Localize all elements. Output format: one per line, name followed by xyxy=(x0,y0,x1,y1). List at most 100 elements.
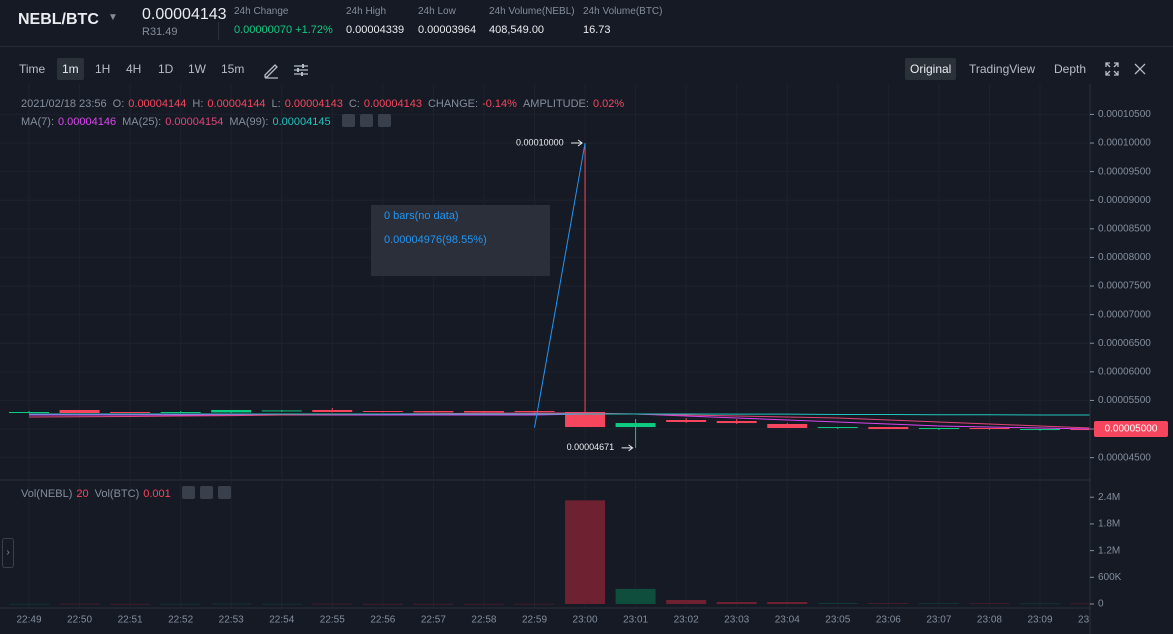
stat-value: 0.00000070 +1.72% xyxy=(234,24,333,36)
volume-bar xyxy=(767,601,808,604)
stat-label: 24h Change xyxy=(234,6,289,17)
volume-bar xyxy=(514,603,555,605)
interval-button[interactable]: 4H xyxy=(126,62,142,76)
legend-label: O: xyxy=(112,98,125,110)
interval-button[interactable]: Time xyxy=(19,62,46,76)
x-tick-label: 22:50 xyxy=(67,615,92,626)
volume-bar xyxy=(160,603,201,605)
fullscreen-icon[interactable] xyxy=(1104,61,1120,77)
y-tick-label: 0.00006000 xyxy=(1098,366,1151,377)
ma-line xyxy=(29,413,1091,416)
y-tick-label: 0.00006500 xyxy=(1098,338,1151,349)
ma-label: MA(99): xyxy=(229,116,269,128)
view-button[interactable]: TradingView xyxy=(969,62,1036,76)
x-tick-label: 23:02 xyxy=(674,615,699,626)
interval-button[interactable]: 1W xyxy=(188,62,206,76)
candle-body xyxy=(463,411,504,413)
symbol-dropdown[interactable]: ▼ xyxy=(108,12,118,23)
candle-body xyxy=(261,410,302,412)
stat-value: 0.00003964 xyxy=(418,24,477,36)
volume-bar xyxy=(9,603,49,605)
x-tick-label: 22:52 xyxy=(168,615,193,626)
volume-bar xyxy=(362,603,403,605)
side-toggle[interactable]: › xyxy=(2,538,14,568)
volume-bar xyxy=(463,603,504,605)
annotation-arrow xyxy=(571,139,583,147)
interval-button[interactable]: 15m xyxy=(221,62,245,76)
legend-label: CHANGE: xyxy=(427,98,479,110)
candle-body xyxy=(110,411,151,413)
ma-line xyxy=(29,413,1091,430)
candle-body xyxy=(666,419,707,422)
view-button[interactable]: Original xyxy=(905,58,957,80)
x-tick-label: 22:54 xyxy=(269,615,294,626)
volume-bar xyxy=(59,603,100,605)
candle-body xyxy=(59,409,100,414)
legend-value: 0.00004143 xyxy=(284,98,343,110)
candle-body xyxy=(312,409,353,412)
view-button[interactable]: Depth xyxy=(1054,62,1087,76)
legend-label: AMPLITUDE: xyxy=(522,98,589,110)
x-tick-label: 23:07 xyxy=(926,615,951,626)
candle-body xyxy=(565,411,606,428)
candle-body xyxy=(817,427,858,429)
volume-bar xyxy=(413,603,454,605)
x-tick-label: 22:58 xyxy=(471,615,496,626)
last-price: 0.00004143 xyxy=(142,6,227,23)
ma-remove[interactable] xyxy=(377,114,391,128)
x-tick-label: 23:00 xyxy=(573,615,598,626)
legend-value: 0.00004143 xyxy=(363,98,422,110)
stat-label: 24h Volume(BTC) xyxy=(583,6,663,17)
candle-body xyxy=(767,424,808,429)
candle-body xyxy=(1020,429,1060,431)
candle-body xyxy=(868,427,909,430)
y-tick-label: 0.00010000 xyxy=(1098,138,1151,149)
candle-body xyxy=(969,428,1010,430)
header: NEBL/BTC ▼ 0.00004143 R31.49 24h Change 0… xyxy=(0,0,1173,47)
y-tick-label: 1.2M xyxy=(1098,545,1120,556)
volume-value: 0.001 xyxy=(143,488,171,500)
x-tick-label: 23:04 xyxy=(775,615,800,626)
measure-box xyxy=(371,205,550,276)
annotation-label: 0.00004671 xyxy=(567,442,615,452)
volume-settings[interactable] xyxy=(199,486,213,500)
volume-label: Vol(BTC) xyxy=(94,488,140,500)
draw-icon[interactable] xyxy=(262,61,280,79)
candle-body xyxy=(9,411,49,414)
x-tick-label: 23:05 xyxy=(825,615,850,626)
y-tick-label: 0.00007000 xyxy=(1098,309,1151,320)
divider xyxy=(218,22,219,40)
stat-label: 24h Low xyxy=(418,6,456,17)
ma-visibility[interactable] xyxy=(341,114,355,128)
volume-remove[interactable] xyxy=(217,486,231,500)
y-tick-label: 0.00010500 xyxy=(1098,109,1151,120)
interval-button[interactable]: 1m xyxy=(57,58,84,80)
symbol[interactable]: NEBL/BTC xyxy=(18,11,99,28)
y-tick-label: 0.00008000 xyxy=(1098,252,1151,263)
x-tick-label: 22:55 xyxy=(320,615,345,626)
y-tick-label: 0 xyxy=(1098,599,1104,610)
candle-body xyxy=(211,409,252,413)
interval-button[interactable]: 1D xyxy=(158,62,174,76)
volume-bar xyxy=(868,603,909,604)
ma-settings[interactable] xyxy=(359,114,373,128)
candle-body xyxy=(615,423,656,428)
volume-bar xyxy=(211,603,252,605)
ma-value: 0.00004146 xyxy=(58,116,117,128)
y-tick-label: 0.00004500 xyxy=(1098,452,1151,463)
volume-bar xyxy=(1020,603,1060,605)
volume-visibility[interactable] xyxy=(181,486,195,500)
price-sub: R31.49 xyxy=(142,26,178,38)
y-tick-label: 2.4M xyxy=(1098,492,1120,503)
interval-button[interactable]: 1H xyxy=(95,62,111,76)
legend-label: C: xyxy=(348,98,360,110)
legend-value: 0.00004144 xyxy=(128,98,187,110)
close-icon[interactable] xyxy=(1133,62,1147,76)
stat-label: 24h Volume(NEBL) xyxy=(489,6,575,17)
candle-body xyxy=(918,428,959,430)
settings-icon[interactable] xyxy=(292,61,310,79)
legend-value: 0.02% xyxy=(592,98,625,110)
candle-body xyxy=(514,411,555,413)
